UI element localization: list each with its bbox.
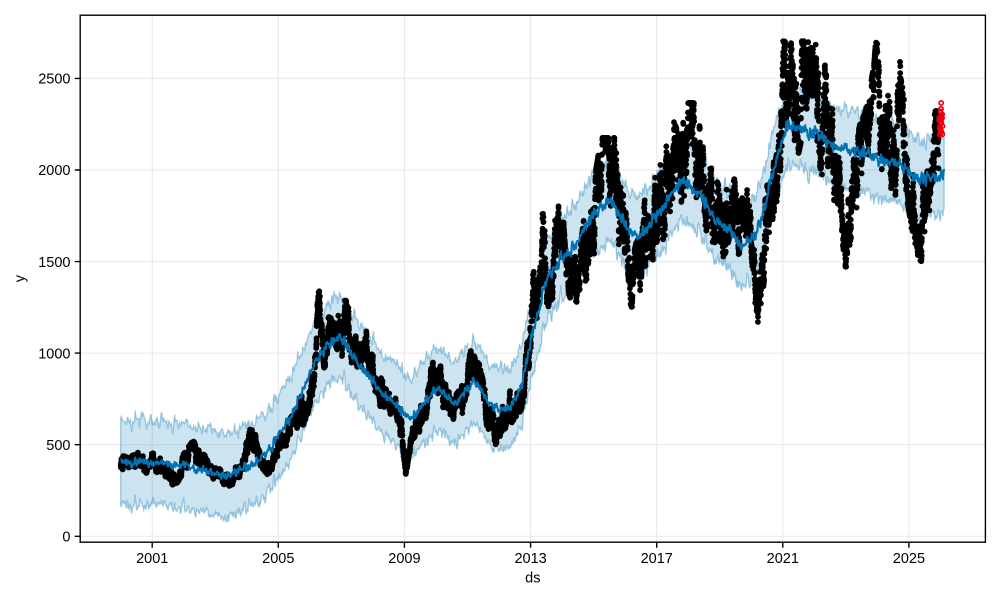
svg-text:y: y	[13, 274, 29, 282]
svg-text:ds: ds	[525, 570, 540, 586]
svg-text:2000: 2000	[38, 163, 70, 179]
svg-text:2500: 2500	[38, 72, 70, 88]
svg-text:2001: 2001	[136, 551, 168, 567]
svg-text:2025: 2025	[893, 551, 925, 567]
svg-text:2009: 2009	[388, 551, 420, 567]
svg-text:500: 500	[46, 438, 70, 454]
svg-text:2005: 2005	[262, 551, 294, 567]
svg-text:2013: 2013	[514, 551, 546, 567]
svg-text:1000: 1000	[38, 346, 70, 362]
svg-text:2021: 2021	[767, 551, 799, 567]
svg-text:2017: 2017	[641, 551, 673, 567]
svg-text:0: 0	[62, 530, 70, 546]
svg-text:1500: 1500	[38, 255, 70, 271]
